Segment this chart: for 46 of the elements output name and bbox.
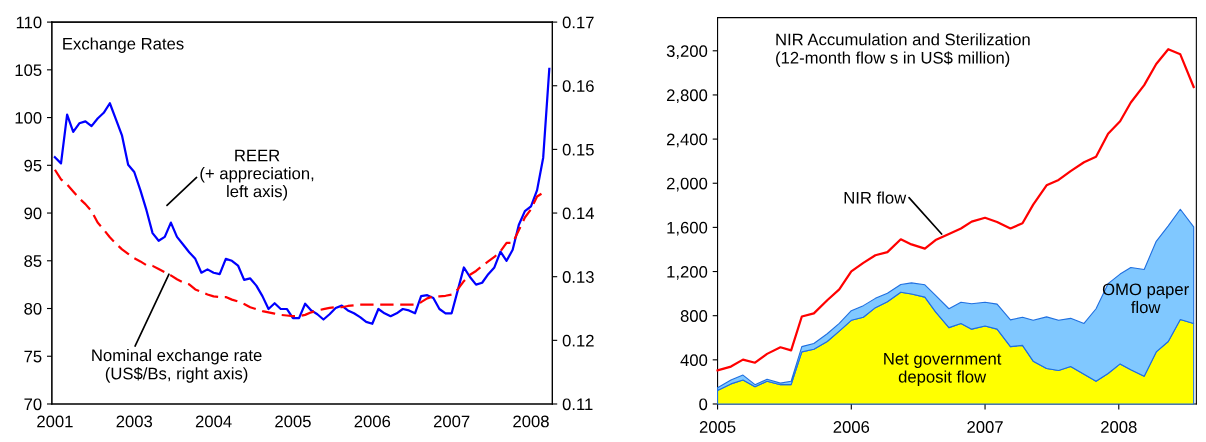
y2-tick-label: 0.13 [562,271,594,283]
x-tick-label: 2005 [699,421,736,433]
x-tick-label: 2007 [433,415,470,428]
text: Nominal exchange rate (US$/Bs, right axis) [92,348,262,383]
y-tick-label: 800 [680,310,708,322]
y2-tick-label: 0.17 [562,16,594,29]
x-tick-label: 2006 [833,421,870,433]
x-tick-label: 2007 [967,421,1003,433]
x-tick-label: 2008 [513,415,549,428]
text: NIR Accumulation and Sterilization (12-month flow s in US$ million) [776,33,1030,67]
y-tick-label: 75 [24,350,42,363]
y-tick-label: 70 [24,398,42,411]
y-tick-label: 90 [24,207,42,220]
text: REER (+ appreciation, left axis) [200,149,314,201]
text: Exchange Rates [63,37,184,53]
y-tick-label: 105 [15,64,42,77]
y-tick-label: 3,200 [666,45,708,59]
y-tick-label: 85 [24,255,42,267]
x-tick-label: 2001 [37,415,73,428]
x-tick-label: 2006 [354,415,391,428]
y-tick-label: 0 [699,398,708,411]
text: NIR flow [844,191,907,204]
y-tick-label: 400 [680,354,708,367]
line-series [53,67,551,325]
y-tick-label: 2,000 [666,177,708,192]
line-series [53,168,545,318]
y2-tick-label: 0.14 [562,207,595,220]
y-tick-label: 2,800 [666,89,708,104]
y-tick-label: 80 [24,302,42,315]
line-series [716,48,1195,372]
y-tick-label: 2,400 [666,133,708,148]
y2-tick-label: 0.15 [562,143,594,156]
y2-tick-label: 0.16 [562,80,594,92]
y-tick-label: 95 [24,159,42,172]
x-tick-label: 2005 [275,415,311,428]
y2-tick-label: 0.11 [562,398,593,411]
series-label: OMO paper flow [1102,283,1189,314]
y-tick-label: 1,200 [667,265,708,280]
y-tick-label: 100 [15,111,42,124]
x-tick-label: 2008 [1101,421,1137,433]
y-tick-label: 110 [16,16,42,29]
x-tick-label: 2003 [116,415,153,428]
x-tick-label: 2004 [195,415,232,428]
y2-tick-label: 0.12 [562,334,594,347]
y-tick-label: 1,600 [667,221,708,236]
series-label: Net government deposit flow [884,353,1002,386]
